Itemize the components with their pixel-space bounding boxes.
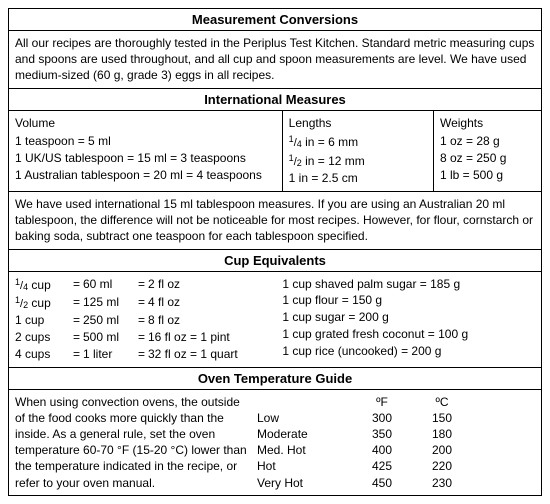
vol-line: 1 Australian tablespoon = 20 ml = 4 teas… [15, 167, 276, 184]
conversion-card: Measurement Conversions All our recipes … [8, 8, 542, 496]
intl-title: International Measures [9, 89, 541, 111]
volume-head: Volume [15, 115, 276, 132]
lengths-head: Lengths [289, 115, 427, 132]
oven-line: Hot425220 [257, 458, 535, 474]
cup-r-line: 1 cup flour = 150 g [282, 292, 535, 309]
intl-note: We have used international 15 ml tablesp… [9, 192, 541, 250]
cup-r-line: 1 cup shaved palm sugar = 185 g [282, 276, 535, 293]
oven-head: ºF ºC [257, 394, 535, 410]
oven-line: Med. Hot400200 [257, 442, 535, 458]
volume-col: Volume 1 teaspoon = 5 ml 1 UK/US tablesp… [9, 111, 282, 191]
lengths-col: Lengths 1/4 in = 6 mm 1/2 in = 12 mm 1 i… [282, 111, 433, 191]
len-line: 1/2 in = 12 mm [289, 152, 427, 170]
cup-title: Cup Equivalents [9, 250, 541, 272]
cup-left: 1/4 cup=60 ml=2 fl oz 1/2 cup=125 ml=4 f… [9, 272, 276, 367]
cup-r-line: 1 cup grated fresh coconut = 100 g [282, 326, 535, 343]
len-line: 1 in = 2.5 cm [289, 170, 427, 187]
intro-text: All our recipes are thoroughly tested in… [9, 31, 541, 89]
intl-measures: Volume 1 teaspoon = 5 ml 1 UK/US tablesp… [9, 111, 541, 192]
cup-line: 4 cups=1 liter=32 fl oz = 1 quart [15, 346, 270, 363]
wt-line: 1 oz = 28 g [440, 133, 535, 150]
main-title: Measurement Conversions [9, 9, 541, 31]
cup-r-line: 1 cup rice (uncooked) = 200 g [282, 343, 535, 360]
oven-line: Moderate350180 [257, 426, 535, 442]
oven-line: Very Hot450230 [257, 475, 535, 491]
cup-line: 1 cup=250 ml=8 fl oz [15, 312, 270, 329]
oven-table: ºF ºC Low300150 Moderate350180 Med. Hot4… [257, 394, 535, 491]
cup-r-line: 1 cup sugar = 200 g [282, 309, 535, 326]
vol-line: 1 teaspoon = 5 ml [15, 133, 276, 150]
wt-line: 1 lb = 500 g [440, 167, 535, 184]
len-line: 1/4 in = 6 mm [289, 133, 427, 151]
cup-line: 1/4 cup=60 ml=2 fl oz [15, 276, 270, 294]
vol-line: 1 UK/US tablespoon = 15 ml = 3 teaspoons [15, 150, 276, 167]
weights-head: Weights [440, 115, 535, 132]
weights-col: Weights 1 oz = 28 g 8 oz = 250 g 1 lb = … [433, 111, 541, 191]
cup-right: 1 cup shaved palm sugar = 185 g 1 cup fl… [276, 272, 541, 367]
oven-line: Low300150 [257, 410, 535, 426]
cup-line: 1/2 cup=125 ml=4 fl oz [15, 294, 270, 312]
oven-text: When using convection ovens, the outside… [15, 394, 257, 491]
cup-equivalents: 1/4 cup=60 ml=2 fl oz 1/2 cup=125 ml=4 f… [9, 272, 541, 368]
oven-title: Oven Temperature Guide [9, 368, 541, 390]
wt-line: 8 oz = 250 g [440, 150, 535, 167]
oven-guide: When using convection ovens, the outside… [9, 390, 541, 495]
cup-line: 2 cups=500 ml=16 fl oz = 1 pint [15, 329, 270, 346]
